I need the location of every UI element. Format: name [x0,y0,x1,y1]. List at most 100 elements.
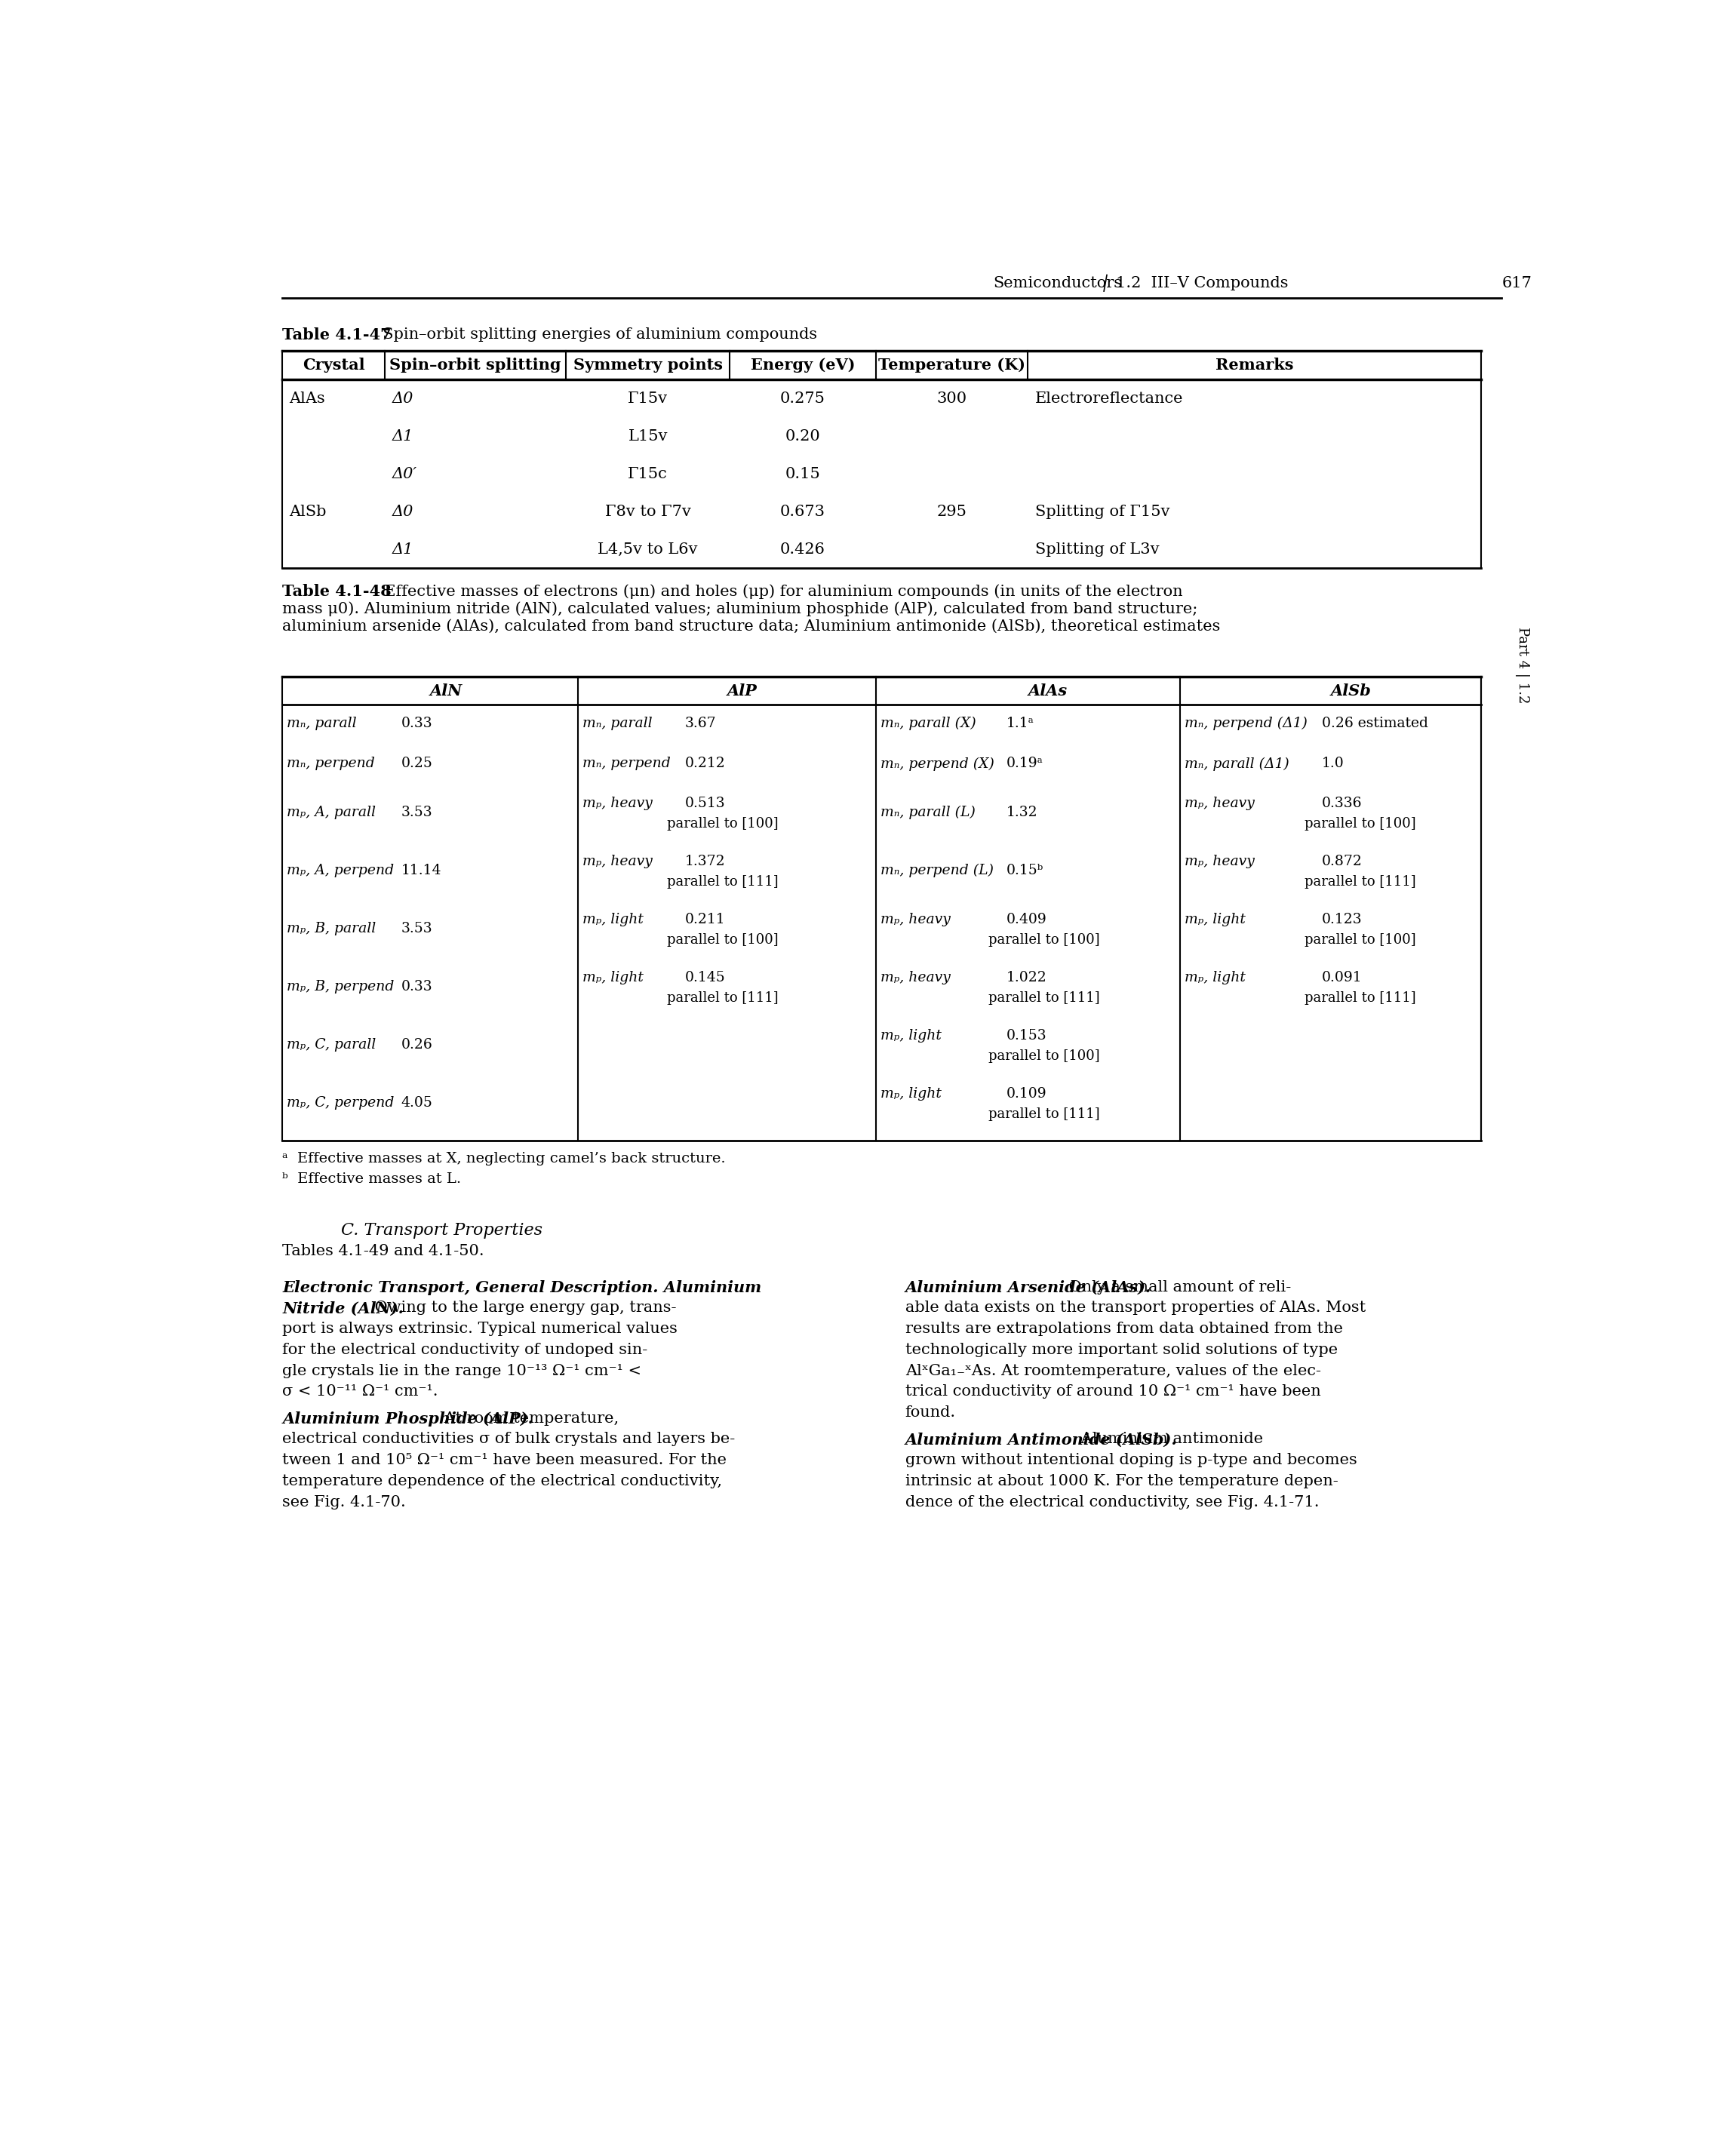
Text: 3.53: 3.53 [401,921,432,936]
Text: mₙ, perpend: mₙ, perpend [582,757,671,770]
Text: 11.14: 11.14 [401,865,441,877]
Text: 1.1ᵃ: 1.1ᵃ [1007,716,1034,731]
Text: L4,5v to L6v: L4,5v to L6v [597,543,697,556]
Text: 0.33: 0.33 [401,716,432,731]
Text: parallel to [100]: parallel to [100] [668,934,778,946]
Text: Electronic Transport, General Description. Aluminium: Electronic Transport, General Descriptio… [282,1281,762,1296]
Text: Nitride (AlN).: Nitride (AlN). [282,1300,404,1315]
Text: ᵇ  Effective masses at L.: ᵇ Effective masses at L. [282,1173,461,1186]
Text: Only a small amount of reli-: Only a small amount of reli- [1064,1281,1291,1294]
Text: Splitting of L3v: Splitting of L3v [1034,543,1160,556]
Text: AlSb: AlSb [1330,683,1372,699]
Text: 0.409: 0.409 [1007,912,1046,927]
Text: 0.109: 0.109 [1007,1087,1046,1102]
Text: mₙ, parall (X): mₙ, parall (X) [881,716,976,731]
Text: mₚ, heavy: mₚ, heavy [881,912,950,927]
Text: Aluminium Arsenide (AlAs).: Aluminium Arsenide (AlAs). [905,1281,1151,1296]
Text: 0.15: 0.15 [785,466,821,481]
Text: intrinsic at about 1000 K. For the temperature depen-: intrinsic at about 1000 K. For the tempe… [905,1475,1337,1488]
Text: Spin–orbit splitting: Spin–orbit splitting [389,358,561,373]
Text: AlN: AlN [430,683,463,699]
Text: mₚ, C, parall: mₚ, C, parall [287,1037,377,1052]
Text: Electroreflectance: Electroreflectance [1034,390,1182,405]
Text: mₚ, light: mₚ, light [1184,912,1246,927]
Text: AlAs: AlAs [289,390,325,405]
Text: 0.872: 0.872 [1322,856,1363,869]
Text: parallel to [111]: parallel to [111] [1305,875,1416,888]
Text: mₚ, heavy: mₚ, heavy [582,856,652,869]
Text: 0.336: 0.336 [1322,798,1363,811]
Text: parallel to [111]: parallel to [111] [668,992,778,1005]
Text: mₚ, C, perpend: mₚ, C, perpend [287,1095,394,1110]
Text: mₚ, A, parall: mₚ, A, parall [287,806,377,819]
Text: found.: found. [905,1406,955,1419]
Text: Symmetry points: Symmetry points [573,358,723,373]
Text: 300: 300 [936,390,967,405]
Text: Table 4.1-47: Table 4.1-47 [282,328,391,343]
Text: mₚ, A, perpend: mₚ, A, perpend [287,865,394,877]
Text: Crystal: Crystal [303,358,365,373]
Text: 0.091: 0.091 [1322,970,1363,985]
Text: Spin–orbit splitting energies of aluminium compounds: Spin–orbit splitting energies of alumini… [373,328,817,341]
Text: mₚ, heavy: mₚ, heavy [881,970,950,985]
Text: temperature dependence of the electrical conductivity,: temperature dependence of the electrical… [282,1475,723,1488]
Text: mₙ, parall: mₙ, parall [287,716,356,731]
Text: mₙ, perpend (Δ1): mₙ, perpend (Δ1) [1184,716,1308,731]
Text: mₙ, parall (Δ1): mₙ, parall (Δ1) [1184,757,1289,770]
Text: C. Transport Properties: C. Transport Properties [341,1222,542,1238]
Text: 0.15ᵇ: 0.15ᵇ [1007,865,1043,877]
Text: 0.145: 0.145 [685,970,725,985]
Text: Remarks: Remarks [1215,358,1294,373]
Text: parallel to [100]: parallel to [100] [990,1050,1100,1063]
Text: Temperature (K): Temperature (K) [878,358,1026,373]
Text: Γ8v to Γ7v: Γ8v to Γ7v [604,505,690,520]
Text: Δ0: Δ0 [392,390,413,405]
Text: L15v: L15v [628,429,668,444]
Text: Tables 4.1-49 and 4.1-50.: Tables 4.1-49 and 4.1-50. [282,1244,484,1259]
Text: Effective masses of electrons (μn) and holes (μp) for aluminium compounds (in un: Effective masses of electrons (μn) and h… [373,584,1182,599]
Text: mₙ, perpend (X): mₙ, perpend (X) [881,757,995,770]
Text: 3.53: 3.53 [401,806,432,819]
Text: parallel to [100]: parallel to [100] [668,817,778,830]
Text: Owing to the large energy gap, trans-: Owing to the large energy gap, trans- [370,1300,676,1315]
Text: mₚ, light: mₚ, light [881,1087,941,1102]
Text: At room temperature,: At room temperature, [439,1412,620,1425]
Text: Γ15c: Γ15c [628,466,668,481]
Text: Part 4 | 1.2: Part 4 | 1.2 [1514,627,1530,703]
Text: 0.426: 0.426 [780,543,826,556]
Text: Δ1: Δ1 [392,543,413,556]
Text: parallel to [111]: parallel to [111] [668,875,778,888]
Text: mₚ, light: mₚ, light [582,912,644,927]
Text: Splitting of Γ15v: Splitting of Γ15v [1034,505,1170,520]
Text: AlP: AlP [726,683,757,699]
Text: 1.2  III–V Compounds: 1.2 III–V Compounds [1115,276,1287,291]
Text: 0.513: 0.513 [685,798,725,811]
Text: parallel to [100]: parallel to [100] [990,934,1100,946]
Text: trical conductivity of around 10 Ω⁻¹ cm⁻¹ have been: trical conductivity of around 10 Ω⁻¹ cm⁻… [905,1384,1320,1399]
Text: mₚ, B, perpend: mₚ, B, perpend [287,979,394,994]
Text: see Fig. 4.1-70.: see Fig. 4.1-70. [282,1494,406,1509]
Text: 0.20: 0.20 [785,429,821,444]
Text: σ < 10⁻¹¹ Ω⁻¹ cm⁻¹.: σ < 10⁻¹¹ Ω⁻¹ cm⁻¹. [282,1384,439,1399]
Text: parallel to [100]: parallel to [100] [1305,817,1416,830]
Text: grown without intentional doping is p-type and becomes: grown without intentional doping is p-ty… [905,1453,1356,1468]
Text: 0.212: 0.212 [685,757,725,770]
Text: ᵃ  Effective masses at X, neglecting camel’s back structure.: ᵃ Effective masses at X, neglecting came… [282,1151,726,1166]
Text: parallel to [111]: parallel to [111] [990,992,1100,1005]
Text: 3.67: 3.67 [685,716,716,731]
Text: mₚ, heavy: mₚ, heavy [1184,798,1255,811]
Text: mₙ, parall: mₙ, parall [582,716,652,731]
Text: parallel to [111]: parallel to [111] [990,1108,1100,1121]
Text: Aluminium Antimonide (AlSb).: Aluminium Antimonide (AlSb). [905,1432,1177,1447]
Text: mₚ, light: mₚ, light [1184,970,1246,985]
Text: port is always extrinsic. Typical numerical values: port is always extrinsic. Typical numeri… [282,1322,678,1337]
Text: 1.022: 1.022 [1007,970,1046,985]
Text: mₙ, parall (L): mₙ, parall (L) [881,806,976,819]
Text: results are extrapolations from data obtained from the: results are extrapolations from data obt… [905,1322,1342,1337]
Text: Table 4.1-48: Table 4.1-48 [282,584,391,599]
Text: mₚ, heavy: mₚ, heavy [1184,856,1255,869]
Text: AlˣGa₁₋ˣAs. At roomtemperature, values of the elec-: AlˣGa₁₋ˣAs. At roomtemperature, values o… [905,1363,1320,1378]
Text: electrical conductivities σ of bulk crystals and layers be-: electrical conductivities σ of bulk crys… [282,1432,735,1447]
Text: Aluminium Phosphide (AlP).: Aluminium Phosphide (AlP). [282,1412,534,1427]
Text: 0.33: 0.33 [401,979,432,994]
